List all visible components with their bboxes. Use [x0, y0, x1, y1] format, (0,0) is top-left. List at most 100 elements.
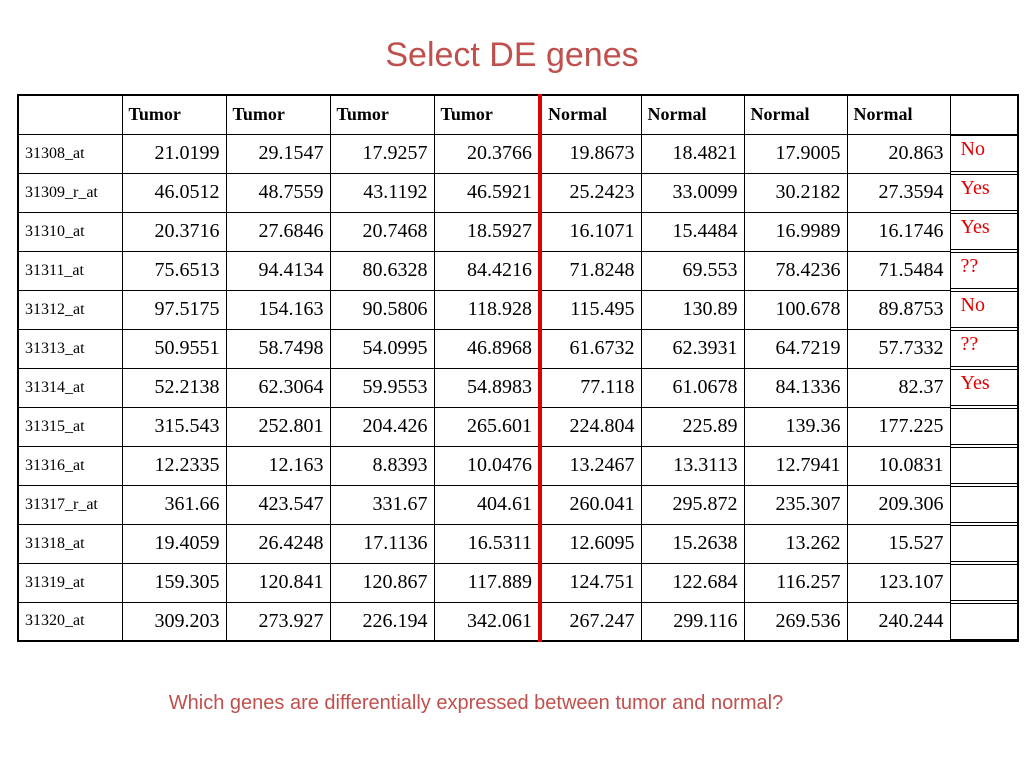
- table-row: 31313_at 50.9551 58.7498 54.0995 46.8968 61.6…: [17, 328, 1019, 369]
- table-row: 31320_at 309.203 273.927 226.194 342.061 267.…: [17, 601, 1019, 642]
- table-row: 31310_at 20.3716 27.6846 20.7468 18.5927 16.1…: [17, 211, 1019, 252]
- normal-value-cell: 64.7219: [743, 328, 848, 369]
- normal-value-cell: 295.872: [640, 484, 745, 525]
- table-header-row: Tumor Tumor Tumor Tumor Normal Normal No…: [17, 94, 1019, 135]
- tumor-value-cell: 120.867: [329, 562, 435, 603]
- table-row: 31311_at 75.6513 94.4134 80.6328 84.4216 71.8…: [17, 250, 1019, 291]
- header-normal-1: Normal: [538, 94, 642, 135]
- slide-title: Select DE genes: [385, 36, 639, 74]
- tumor-value-cell: 16.5311: [433, 523, 541, 564]
- normal-value-cell: 57.7332: [846, 328, 951, 369]
- answer-cell: Yes: [949, 368, 1019, 407]
- gene-id-cell: 31316_at: [17, 445, 123, 486]
- answer-label: [951, 447, 1017, 484]
- normal-value-cell: 15.4484: [640, 211, 745, 252]
- normal-value-cell: 84.1336: [743, 367, 848, 408]
- tumor-value-cell: 17.1136: [329, 523, 435, 564]
- tumor-value-cell: 12.2335: [121, 445, 227, 486]
- tumor-value-cell: 17.9257: [329, 133, 435, 174]
- normal-value-cell: 15.2638: [640, 523, 745, 564]
- answer-cell: ??: [949, 251, 1019, 290]
- gene-id-cell: 31310_at: [17, 211, 123, 252]
- tumor-value-cell: 19.4059: [121, 523, 227, 564]
- table-row: 31312_at 97.5175 154.163 90.5806 118.928 115.…: [17, 289, 1019, 330]
- tumor-value-cell: 361.66: [121, 484, 227, 525]
- tumor-value-cell: 159.305: [121, 562, 227, 603]
- normal-value-cell: 12.6095: [538, 523, 642, 564]
- normal-value-cell: 61.0678: [640, 367, 745, 408]
- gene-id-cell: 31313_at: [17, 328, 123, 369]
- normal-value-cell: 27.3594: [846, 172, 951, 213]
- tumor-value-cell: 46.8968: [433, 328, 541, 369]
- gene-id-cell: 31317_r_at: [17, 484, 123, 525]
- tumor-value-cell: 94.4134: [225, 250, 331, 291]
- tumor-value-cell: 20.7468: [329, 211, 435, 252]
- normal-value-cell: 15.527: [846, 523, 951, 564]
- tumor-value-cell: 84.4216: [433, 250, 541, 291]
- normal-value-cell: 299.116: [640, 601, 745, 642]
- gene-expression-table: Tumor Tumor Tumor Tumor Normal Normal No…: [17, 94, 1019, 642]
- tumor-value-cell: 43.1192: [329, 172, 435, 213]
- normal-value-cell: 82.37: [846, 367, 951, 408]
- tumor-value-cell: 252.801: [225, 406, 331, 447]
- answer-label: ??: [951, 330, 1017, 367]
- tumor-value-cell: 265.601: [433, 406, 541, 447]
- gene-id-cell: 31309_r_at: [17, 172, 123, 213]
- header-gene-id: [17, 94, 123, 135]
- answer-label: No: [951, 135, 1017, 173]
- answer-cell: No: [949, 290, 1019, 329]
- tumor-value-cell: 20.3716: [121, 211, 227, 252]
- tumor-value-cell: 342.061: [433, 601, 541, 642]
- tumor-value-cell: 75.6513: [121, 250, 227, 291]
- tumor-value-cell: 46.0512: [121, 172, 227, 213]
- header-tumor-4: Tumor: [433, 94, 541, 135]
- table-row: 31319_at 159.305 120.841 120.867 117.889 124.…: [17, 562, 1019, 603]
- gene-id-cell: 31319_at: [17, 562, 123, 603]
- normal-value-cell: 12.7941: [743, 445, 848, 486]
- normal-value-cell: 235.307: [743, 484, 848, 525]
- normal-value-cell: 89.8753: [846, 289, 951, 330]
- answer-label: Yes: [951, 174, 1017, 211]
- normal-value-cell: 71.8248: [538, 250, 642, 291]
- normal-value-cell: 130.89: [640, 289, 745, 330]
- tumor-value-cell: 46.5921: [433, 172, 541, 213]
- header-normal-4: Normal: [846, 94, 951, 135]
- tumor-value-cell: 404.61: [433, 484, 541, 525]
- table-row: 31318_at 19.4059 26.4248 17.1136 16.5311 12.6…: [17, 523, 1019, 564]
- normal-value-cell: 139.36: [743, 406, 848, 447]
- tumor-value-cell: 273.927: [225, 601, 331, 642]
- answer-label: [951, 602, 1017, 640]
- gene-id-cell: 31318_at: [17, 523, 123, 564]
- normal-value-cell: 13.3113: [640, 445, 745, 486]
- normal-value-cell: 123.107: [846, 562, 951, 603]
- answer-cell: [949, 446, 1019, 485]
- header-normal-3: Normal: [743, 94, 848, 135]
- tumor-value-cell: 20.3766: [433, 133, 541, 174]
- answer-label: No: [951, 291, 1017, 328]
- tumor-value-cell: 315.543: [121, 406, 227, 447]
- tumor-value-cell: 58.7498: [225, 328, 331, 369]
- answer-cell: [949, 602, 1019, 641]
- answer-cell: Yes: [949, 173, 1019, 212]
- normal-value-cell: 267.247: [538, 601, 642, 642]
- tumor-value-cell: 21.0199: [121, 133, 227, 174]
- normal-value-cell: 122.684: [640, 562, 745, 603]
- gene-id-cell: 31314_at: [17, 367, 123, 408]
- tumor-value-cell: 52.2138: [121, 367, 227, 408]
- table-row: 31316_at 12.2335 12.163 8.8393 10.0476 13.246…: [17, 445, 1019, 486]
- normal-value-cell: 78.4236: [743, 250, 848, 291]
- tumor-value-cell: 18.5927: [433, 211, 541, 252]
- tumor-value-cell: 226.194: [329, 601, 435, 642]
- answer-cell: No: [949, 134, 1019, 173]
- normal-value-cell: 18.4821: [640, 133, 745, 174]
- normal-value-cell: 240.244: [846, 601, 951, 642]
- normal-value-cell: 177.225: [846, 406, 951, 447]
- gene-id-cell: 31308_at: [17, 133, 123, 174]
- normal-value-cell: 115.495: [538, 289, 642, 330]
- answer-label: [951, 564, 1017, 601]
- gene-id-cell: 31312_at: [17, 289, 123, 330]
- answer-label: [951, 486, 1017, 523]
- normal-value-cell: 225.89: [640, 406, 745, 447]
- tumor-value-cell: 97.5175: [121, 289, 227, 330]
- answer-cell: [949, 407, 1019, 446]
